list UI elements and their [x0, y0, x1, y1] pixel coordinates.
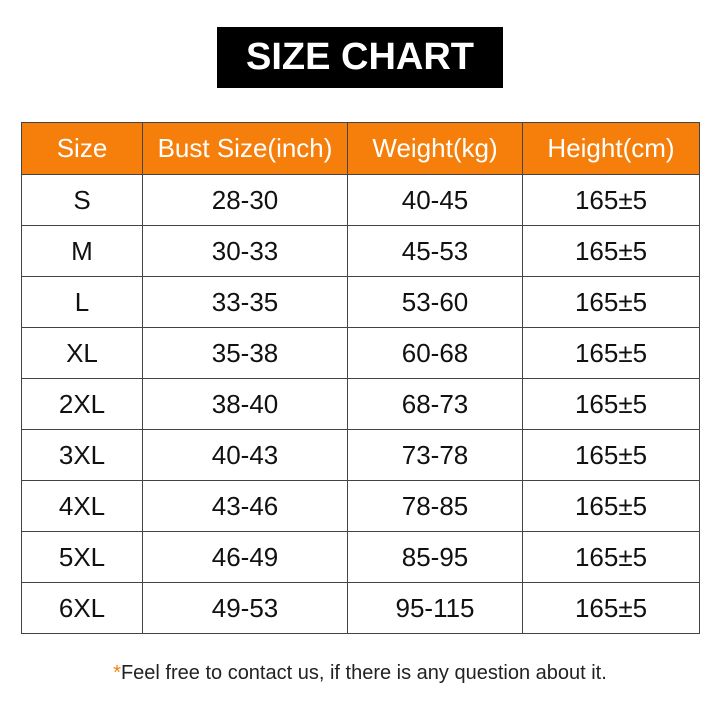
table-row: 4XL 43-46 78-85 165±5: [21, 480, 700, 532]
cell-weight: 60-68: [347, 327, 523, 379]
footnote-text: Feel free to contact us, if there is any…: [120, 662, 607, 684]
cell-height: 165±5: [522, 480, 700, 532]
cell-height: 165±5: [522, 327, 700, 379]
cell-weight: 78-85: [347, 480, 523, 532]
header-bust: Bust Size(inch): [142, 122, 348, 175]
cell-size: M: [21, 225, 143, 277]
cell-height: 165±5: [522, 582, 700, 634]
cell-bust: 38-40: [142, 378, 348, 430]
cell-height: 165±5: [522, 378, 700, 430]
cell-height: 165±5: [522, 531, 700, 583]
cell-size: L: [21, 276, 143, 328]
cell-height: 165±5: [522, 429, 700, 481]
cell-height: 165±5: [522, 174, 700, 226]
table-row: 5XL 46-49 85-95 165±5: [21, 531, 700, 583]
header-weight: Weight(kg): [347, 122, 523, 175]
size-chart-table: Size Bust Size(inch) Weight(kg) Height(c…: [21, 122, 700, 634]
cell-weight: 85-95: [347, 531, 523, 583]
cell-weight: 68-73: [347, 378, 523, 430]
cell-size: XL: [21, 327, 143, 379]
table-header-row: Size Bust Size(inch) Weight(kg) Height(c…: [21, 122, 700, 175]
cell-size: 3XL: [21, 429, 143, 481]
cell-weight: 95-115: [347, 582, 523, 634]
footnote: *Feel free to contact us, if there is an…: [0, 662, 720, 685]
table-row: 2XL 38-40 68-73 165±5: [21, 378, 700, 430]
cell-weight: 40-45: [347, 174, 523, 226]
table-row: XL 35-38 60-68 165±5: [21, 327, 700, 379]
cell-bust: 28-30: [142, 174, 348, 226]
cell-bust: 35-38: [142, 327, 348, 379]
cell-size: S: [21, 174, 143, 226]
cell-size: 4XL: [21, 480, 143, 532]
cell-bust: 40-43: [142, 429, 348, 481]
cell-bust: 46-49: [142, 531, 348, 583]
cell-weight: 73-78: [347, 429, 523, 481]
cell-height: 165±5: [522, 225, 700, 277]
table-row: S 28-30 40-45 165±5: [21, 174, 700, 226]
cell-size: 6XL: [21, 582, 143, 634]
cell-bust: 33-35: [142, 276, 348, 328]
cell-size: 5XL: [21, 531, 143, 583]
cell-size: 2XL: [21, 378, 143, 430]
table-row: L 33-35 53-60 165±5: [21, 276, 700, 328]
cell-bust: 49-53: [142, 582, 348, 634]
header-size: Size: [21, 122, 143, 175]
table-row: 6XL 49-53 95-115 165±5: [21, 582, 700, 634]
page-title: SIZE CHART: [217, 27, 503, 88]
table-row: 3XL 40-43 73-78 165±5: [21, 429, 700, 481]
cell-weight: 53-60: [347, 276, 523, 328]
cell-bust: 30-33: [142, 225, 348, 277]
cell-height: 165±5: [522, 276, 700, 328]
header-height: Height(cm): [522, 122, 700, 175]
table-row: M 30-33 45-53 165±5: [21, 225, 700, 277]
cell-weight: 45-53: [347, 225, 523, 277]
asterisk: *: [113, 662, 121, 684]
cell-bust: 43-46: [142, 480, 348, 532]
